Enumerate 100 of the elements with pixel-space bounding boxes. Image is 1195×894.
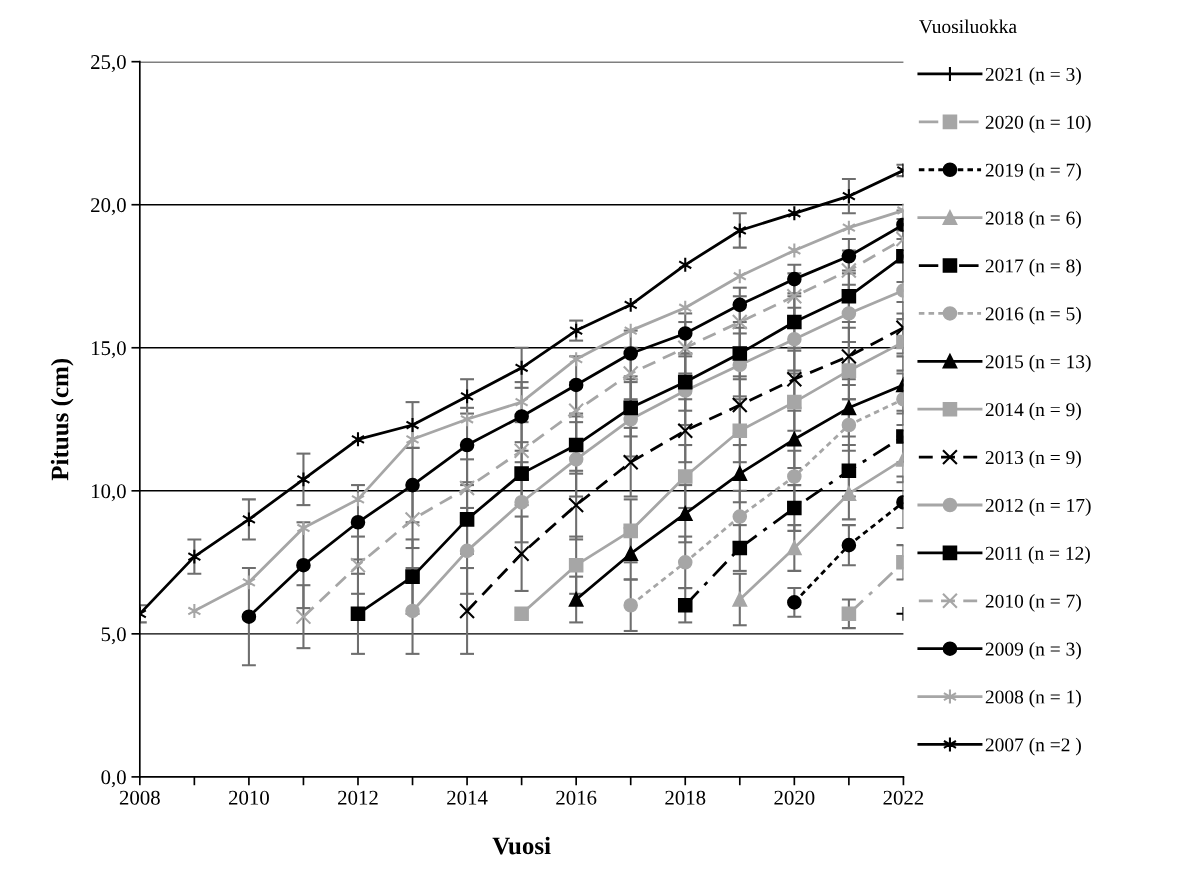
point xyxy=(350,557,366,574)
point xyxy=(840,348,857,365)
x-tick-label: 2014 xyxy=(447,790,488,805)
point xyxy=(841,463,857,479)
point xyxy=(732,466,748,481)
point xyxy=(787,595,802,610)
y-tick-label: 10,0 xyxy=(91,484,126,502)
point xyxy=(295,608,312,625)
point xyxy=(459,512,475,527)
y-axis-title: Pituus (cm) xyxy=(50,358,74,481)
point xyxy=(732,297,748,313)
point xyxy=(677,597,693,613)
y-tick-label: 15,0 xyxy=(91,341,126,359)
point xyxy=(623,346,638,361)
point xyxy=(787,314,802,330)
point xyxy=(787,469,802,484)
point xyxy=(841,417,857,433)
point xyxy=(677,506,693,521)
y-tick-label: 5,0 xyxy=(101,627,126,645)
x-tick-label: 2020 xyxy=(774,790,815,805)
point xyxy=(786,288,803,305)
legend-label: 2016 (n = 5) xyxy=(985,306,1081,325)
y-tick-label: 20,0 xyxy=(91,198,126,216)
x-tick-label: 2010 xyxy=(228,790,269,805)
point xyxy=(731,397,748,413)
point xyxy=(841,288,857,304)
point xyxy=(459,543,475,559)
legend-label: 2015 (n = 13) xyxy=(985,354,1091,373)
point xyxy=(514,494,529,510)
point xyxy=(568,497,585,514)
point xyxy=(459,479,476,496)
y-tick-label: 25,0 xyxy=(91,55,126,73)
point xyxy=(732,509,748,524)
y-tick-label: 0,0 xyxy=(101,770,126,788)
point xyxy=(405,569,420,584)
point xyxy=(623,597,638,613)
legend-label: 2020 (n = 10) xyxy=(985,115,1091,133)
point xyxy=(241,609,257,624)
point xyxy=(677,374,693,390)
point xyxy=(568,592,584,607)
point xyxy=(732,346,748,361)
legend-label: 2019 (n = 7) xyxy=(985,163,1081,181)
point xyxy=(677,339,694,356)
point xyxy=(841,486,857,501)
point xyxy=(677,326,693,341)
point xyxy=(459,602,476,619)
legend-label: 2014 (n = 9) xyxy=(985,402,1081,421)
point xyxy=(786,371,803,388)
legend-label: 2008 (n = 1) xyxy=(985,689,1081,708)
point xyxy=(841,248,857,264)
point xyxy=(405,477,420,493)
x-tick-label: 2008 xyxy=(119,790,160,805)
legend-label: 2007 (n =2 ) xyxy=(985,737,1081,756)
legend-label: 2021 (n = 3) xyxy=(985,67,1081,85)
x-tick-label: 2012 xyxy=(338,790,378,805)
point xyxy=(568,402,585,419)
point xyxy=(623,400,638,416)
point xyxy=(732,423,748,439)
point xyxy=(787,271,802,287)
point xyxy=(514,409,529,424)
point xyxy=(732,592,748,607)
legend-label: 2009 (n = 3) xyxy=(985,641,1081,660)
point xyxy=(350,514,366,530)
point xyxy=(731,314,748,330)
point xyxy=(568,437,584,453)
point xyxy=(514,466,529,481)
point xyxy=(405,603,420,619)
point xyxy=(404,511,421,528)
legend-title: Vuosiluokka xyxy=(919,19,1017,34)
x-tick-label: 2016 xyxy=(556,790,597,805)
point xyxy=(296,557,311,573)
point xyxy=(513,545,530,562)
point xyxy=(568,557,584,573)
x-axis-title: Vuosi xyxy=(492,836,551,855)
x-tick-label: 2022 xyxy=(883,790,924,805)
point xyxy=(841,537,857,553)
point xyxy=(841,400,857,416)
legend-label: 2018 (n = 6) xyxy=(985,210,1081,229)
point xyxy=(623,546,638,562)
point xyxy=(568,377,584,393)
point xyxy=(677,469,693,484)
point xyxy=(787,540,802,556)
point xyxy=(405,417,420,433)
point xyxy=(405,431,420,448)
point xyxy=(459,437,475,453)
legend-label: 2012 (n = 17) xyxy=(985,498,1091,516)
x-tick-label: 2018 xyxy=(665,790,706,805)
point xyxy=(787,500,802,516)
point xyxy=(732,540,748,556)
point xyxy=(677,555,693,570)
point xyxy=(677,422,694,439)
point xyxy=(514,606,529,622)
legend-label: 2017 (n = 8) xyxy=(985,258,1081,277)
point xyxy=(350,606,366,622)
point xyxy=(841,306,857,321)
point xyxy=(787,394,802,410)
point xyxy=(840,262,857,279)
point xyxy=(622,365,639,382)
legend-label: 2013 (n = 9) xyxy=(985,450,1081,469)
point xyxy=(569,351,584,368)
